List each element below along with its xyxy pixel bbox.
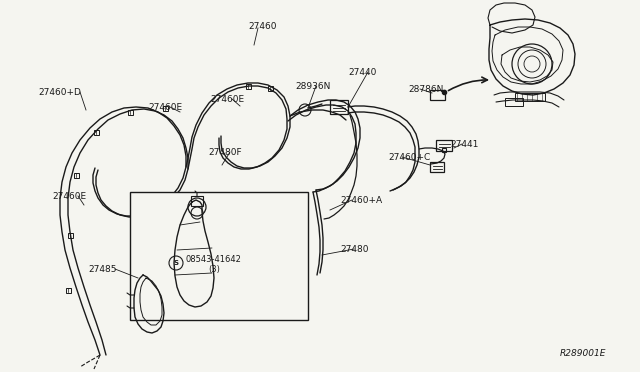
Bar bbox=[68, 233, 73, 238]
Text: 27460+A: 27460+A bbox=[340, 196, 382, 205]
Text: 08543-41642: 08543-41642 bbox=[186, 255, 242, 264]
Bar bbox=[163, 106, 168, 111]
Bar bbox=[66, 288, 71, 293]
Bar bbox=[430, 90, 445, 100]
Bar bbox=[246, 84, 251, 89]
Text: 27460: 27460 bbox=[248, 22, 276, 31]
Bar bbox=[430, 162, 444, 172]
Bar bbox=[94, 130, 99, 135]
Bar bbox=[505, 98, 523, 106]
Bar bbox=[191, 196, 203, 206]
Bar bbox=[268, 86, 273, 91]
Bar bbox=[74, 173, 79, 178]
Text: 27460E: 27460E bbox=[148, 103, 182, 112]
Text: 27480F: 27480F bbox=[208, 148, 242, 157]
Text: S: S bbox=[173, 260, 179, 266]
Text: 28936N: 28936N bbox=[295, 82, 330, 91]
Text: 27460E: 27460E bbox=[52, 192, 86, 201]
Text: 27480: 27480 bbox=[340, 245, 369, 254]
Bar bbox=[130, 192, 308, 320]
Text: R289001E: R289001E bbox=[560, 349, 607, 358]
Text: 27460+C: 27460+C bbox=[388, 153, 430, 162]
Bar bbox=[436, 140, 452, 151]
Text: 27460E: 27460E bbox=[210, 95, 244, 104]
Text: 27440: 27440 bbox=[348, 68, 376, 77]
Bar bbox=[515, 93, 545, 101]
Text: 27441: 27441 bbox=[450, 140, 478, 149]
Text: (3): (3) bbox=[208, 265, 220, 274]
Bar bbox=[128, 110, 133, 115]
Text: 27485: 27485 bbox=[88, 265, 116, 274]
Text: 27460+D: 27460+D bbox=[38, 88, 81, 97]
Bar bbox=[330, 100, 348, 114]
Text: 28786N: 28786N bbox=[408, 85, 444, 94]
